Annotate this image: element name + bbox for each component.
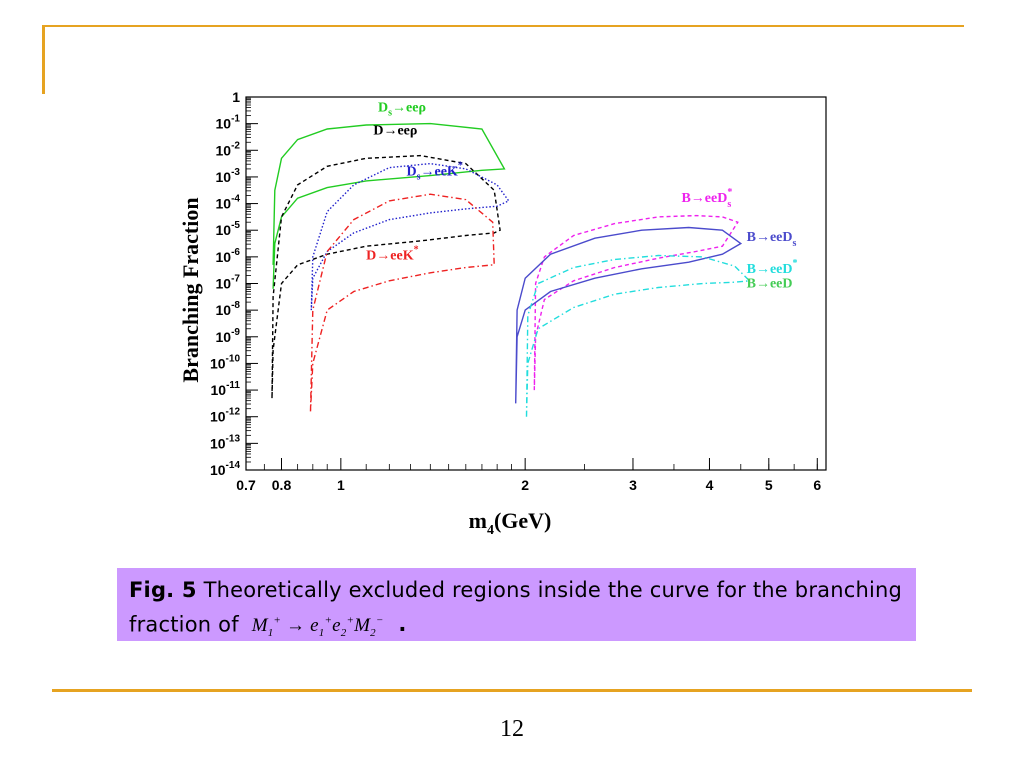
y-tick-label: 10-9 <box>216 327 241 345</box>
label-d-ee-rho: D→eeρ <box>373 123 417 138</box>
curve-d-ee-rho <box>271 154 501 399</box>
y-tick-label: 10-10 <box>210 353 240 371</box>
y-tick-label: 10-1 <box>216 114 241 132</box>
curve-ds-ee-kstar <box>310 162 510 311</box>
x-tick-label: 2 <box>521 477 529 493</box>
y-tick-label: 10-6 <box>216 247 241 265</box>
x-tick-label: 6 <box>813 477 821 493</box>
x-tick-label: 0.8 <box>272 477 292 493</box>
frame-left-bar <box>42 25 45 94</box>
y-tick-labels: 1 10-1 10-2 10-3 10-4 10-5 10-6 10-7 10-8 10-9 10-… <box>210 89 240 478</box>
x-tick-labels: 0.7 0.8 1 2 3 4 5 6 <box>236 477 821 493</box>
y-tick-label: 1 <box>232 89 240 105</box>
x-axis-title: m4(GeV) <box>469 508 552 538</box>
caption-end: . <box>398 612 407 637</box>
label-b-ee-dstar: B→eeD* <box>747 258 798 277</box>
label-ds-ee-rho: Ds→eeρ <box>378 101 426 119</box>
frame-top-line <box>42 25 964 27</box>
label-b-ee-dsstar: B→eeD* s <box>681 187 732 210</box>
y-tick-label: 10-7 <box>216 274 241 292</box>
y-tick-label: 10-11 <box>211 380 241 398</box>
label-b-ee-ds: B→eeDs <box>747 230 797 249</box>
label-b-ee-d: B→eeD <box>747 276 793 291</box>
label-ds-ee-kstar: Ds→eeK* <box>406 161 462 183</box>
curve-b-ee-dsstar <box>533 214 739 391</box>
y-tick-label: 10-8 <box>216 300 241 318</box>
y-tick-label: 10-13 <box>210 433 240 451</box>
figure-caption: Fig. 5 Theoretically excluded regions in… <box>117 568 916 641</box>
series-curves <box>271 122 752 417</box>
branching-fraction-chart: 0.7 0.8 1 2 3 4 5 6 1 10-1 10-2 10-3 10-4 10-5 10-6 10… <box>178 89 827 538</box>
curve-b-ee-ds <box>515 226 743 404</box>
caption-text: Theoretically excluded regions inside th… <box>129 578 903 637</box>
x-tick-label: 3 <box>629 477 637 493</box>
y-tick-label: 10-5 <box>216 220 241 238</box>
y-tick-label: 10-2 <box>216 140 241 158</box>
y-tick-label: 10-12 <box>210 407 240 425</box>
x-tick-label: 5 <box>765 477 773 493</box>
tick-marks <box>245 96 818 471</box>
x-tick-label: 4 <box>706 477 714 493</box>
fig-label: Fig. 5 <box>129 578 197 602</box>
x-tick-label: 0.7 <box>236 477 256 493</box>
x-tick-label: 1 <box>337 477 345 493</box>
y-tick-label: 10-3 <box>216 167 241 185</box>
page-number: 12 <box>500 716 524 742</box>
curve-d-ee-kstar <box>309 193 495 412</box>
curve-b-ee-dstar <box>525 254 752 417</box>
decay-formula: M1+ → e1+e2+M2− <box>251 615 384 640</box>
frame-bottom-line <box>52 689 972 692</box>
y-tick-label: 10-14 <box>210 460 240 478</box>
y-tick-label: 10-4 <box>216 194 241 212</box>
curve-ds-ee-rho <box>272 122 506 289</box>
y-axis-title: Branching Fraction <box>178 197 203 382</box>
series-labels: Ds→eeρ D→eeρ Ds→eeK* D→eeK* B→eeD* s B→eeDs B→e… <box>366 101 797 292</box>
label-d-ee-kstar: D→eeK* <box>366 245 418 264</box>
